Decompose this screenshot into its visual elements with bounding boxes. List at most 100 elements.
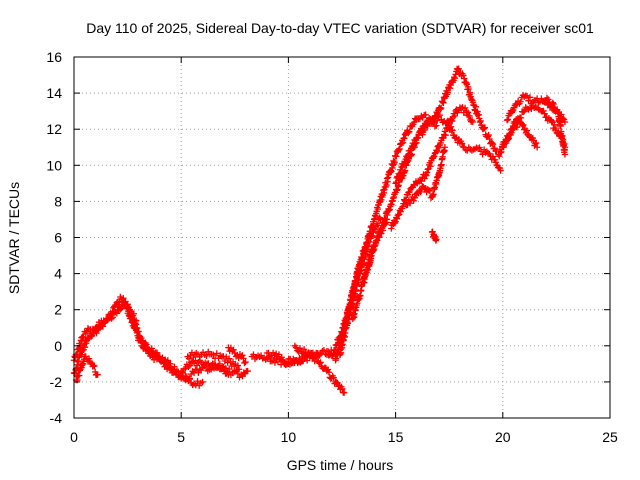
data-point <box>401 130 409 138</box>
series-arc-21 <box>403 144 449 209</box>
data-point <box>393 153 400 160</box>
data-point <box>388 225 395 232</box>
series-arc-27 <box>542 94 569 158</box>
data-point <box>383 181 390 189</box>
data-point <box>553 107 561 115</box>
data-point <box>561 151 569 158</box>
data-point <box>406 128 413 135</box>
data-point <box>135 328 142 335</box>
y-tick-label: 10 <box>46 157 62 173</box>
data-point <box>94 327 101 334</box>
series-arc-26 <box>499 117 541 151</box>
data-point <box>210 351 217 359</box>
data-point <box>401 135 408 142</box>
axis-ticks <box>73 56 611 419</box>
data-point <box>526 94 534 101</box>
data-point <box>517 98 524 105</box>
data-point <box>550 100 557 108</box>
data-point <box>430 191 437 198</box>
data-point <box>422 111 429 118</box>
data-point <box>399 203 406 210</box>
data-point <box>533 139 540 147</box>
y-tick-label: 16 <box>46 49 62 65</box>
data-point <box>393 215 401 222</box>
x-tick-label: 0 <box>70 429 78 445</box>
data-point <box>340 389 348 396</box>
data-point <box>118 304 125 312</box>
data-point <box>430 153 437 161</box>
data-point <box>399 139 407 146</box>
data-point <box>444 117 452 125</box>
data-point <box>465 85 472 93</box>
data-point <box>461 104 469 112</box>
data-point <box>545 96 552 103</box>
data-point <box>199 378 206 386</box>
data-point <box>379 227 386 234</box>
data-point <box>476 118 484 126</box>
data-point <box>370 247 377 254</box>
data-point <box>213 363 221 371</box>
series-arc-23 <box>428 228 440 244</box>
data-point <box>241 359 248 367</box>
data-point <box>438 104 445 112</box>
data-point <box>497 149 504 156</box>
data-point <box>371 242 379 249</box>
data-point <box>436 111 444 119</box>
data-point <box>153 349 161 356</box>
data-point <box>317 359 324 366</box>
data-point <box>486 135 493 143</box>
data-point <box>532 140 539 147</box>
data-point <box>141 340 148 347</box>
data-point <box>519 122 526 129</box>
y-tick-label: 8 <box>54 193 62 209</box>
data-point <box>312 353 320 361</box>
data-point <box>235 366 243 373</box>
data-point <box>519 108 527 116</box>
y-tick-label: 12 <box>46 121 62 137</box>
data-point <box>313 354 321 362</box>
data-point <box>429 118 436 125</box>
data-point <box>434 117 441 124</box>
data-point <box>419 131 426 138</box>
data-point <box>367 230 374 237</box>
data-point <box>194 377 201 385</box>
series-arc-9 <box>184 348 243 374</box>
data-point <box>239 352 246 359</box>
series-arc-6 <box>135 335 174 370</box>
x-tick-labels: 0 5 10 15 20 25 <box>70 429 618 445</box>
data-point <box>271 359 279 366</box>
data-point <box>472 103 479 111</box>
data-point <box>179 369 186 377</box>
data-point <box>325 369 333 376</box>
data-point <box>554 109 562 116</box>
series-arc-16 <box>336 242 371 359</box>
data-point <box>435 113 442 120</box>
data-point <box>561 118 569 126</box>
y-tick-labels: -4 -2 0 2 4 6 8 10 12 14 16 <box>46 49 62 426</box>
data-point <box>471 145 479 153</box>
data-point <box>423 169 431 176</box>
data-point <box>427 163 434 170</box>
data-point <box>498 148 505 156</box>
data-point <box>509 107 516 115</box>
data-point <box>132 321 140 328</box>
x-axis-label: GPS time / hours <box>287 457 394 473</box>
data-point <box>451 75 459 82</box>
data-point <box>406 200 414 207</box>
y-tick-label: -2 <box>50 374 63 390</box>
data-point <box>535 99 542 106</box>
series-arc-7 <box>178 357 251 381</box>
data-point <box>392 218 399 225</box>
data-point <box>85 355 93 362</box>
data-point <box>549 99 557 106</box>
data-point <box>134 324 141 332</box>
data-point <box>521 93 528 100</box>
data-point <box>481 125 488 132</box>
data-point <box>186 362 193 369</box>
data-point <box>489 141 497 148</box>
data-point <box>442 132 449 139</box>
y-tick-label: 4 <box>54 266 62 282</box>
data-point <box>171 363 178 371</box>
data-point <box>109 314 117 321</box>
data-point <box>416 115 424 123</box>
